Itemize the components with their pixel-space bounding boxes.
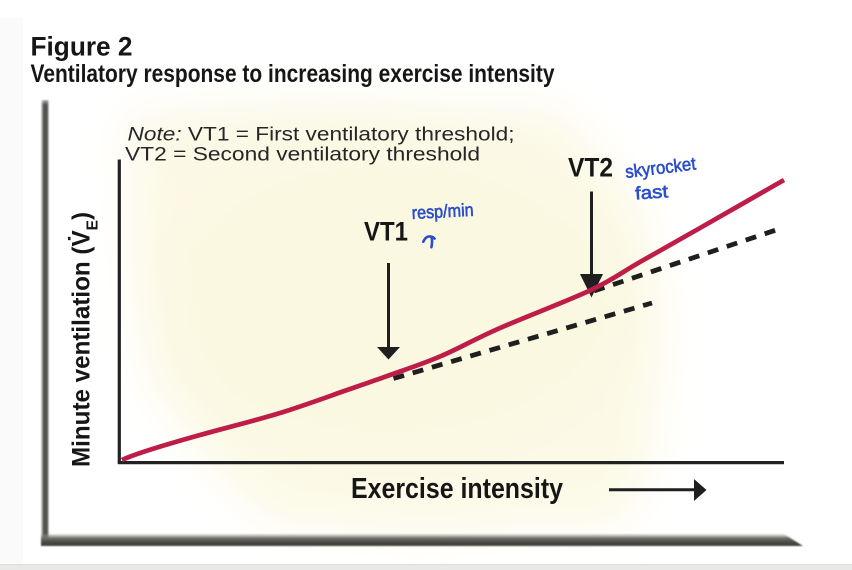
svg-text:VT1: VT1: [364, 216, 408, 246]
svg-text:VT2 = Second ventilatory thres: VT2 = Second ventilatory threshold: [125, 144, 480, 165]
svg-text:fast: fast: [634, 181, 668, 203]
svg-text:Exercise intensity: Exercise intensity: [351, 473, 563, 505]
svg-text:Figure 2: Figure 2: [31, 31, 133, 61]
svg-text:Note: VT1 = First ventilatory: Note: VT1 = First ventilatory threshold;: [128, 125, 515, 146]
svg-text:Minute ventilation (V̇E): Minute ventilation (V̇E): [67, 212, 102, 467]
svg-text:resp/min: resp/min: [411, 200, 474, 223]
svg-text:skyrocket: skyrocket: [624, 153, 697, 182]
svg-text:VT2: VT2: [568, 152, 613, 182]
svg-text:Ventilatory response to increa: Ventilatory response to increasing exerc…: [31, 60, 555, 88]
